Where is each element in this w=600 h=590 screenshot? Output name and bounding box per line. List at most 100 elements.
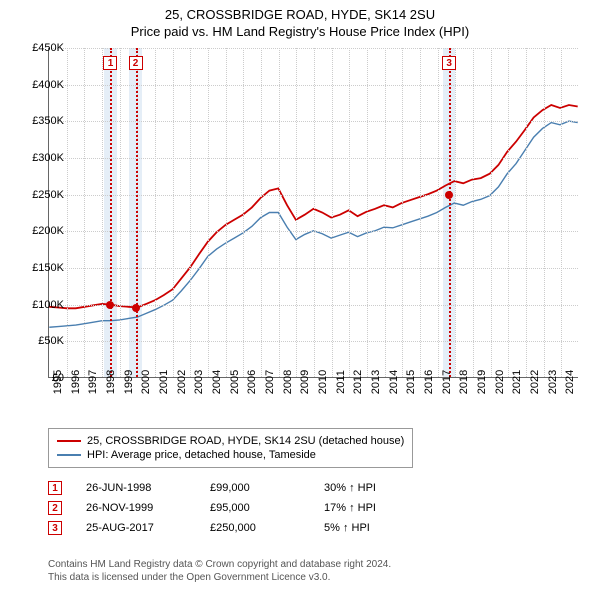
legend: 25, CROSSBRIDGE ROAD, HYDE, SK14 2SU (de…: [48, 428, 413, 468]
sale-point: [132, 304, 140, 312]
sale-index-badge: 3: [48, 521, 62, 535]
gridline-v: [208, 48, 209, 377]
sale-change: 5% ↑ HPI: [324, 522, 414, 534]
sale-change: 17% ↑ HPI: [324, 502, 414, 514]
sales-table: 1 26-JUN-1998 £99,000 30% ↑ HPI 2 26-NOV-1999…: [48, 478, 414, 538]
footer-line: Contains HM Land Registry data © Crown c…: [48, 558, 391, 571]
gridline-v: [438, 48, 439, 377]
chart-subtitle: Price paid vs. HM Land Registry's House …: [0, 24, 600, 43]
x-axis-label: 2001: [158, 370, 170, 394]
x-axis-label: 2021: [511, 370, 523, 394]
gridline-v: [402, 48, 403, 377]
gridline-v: [349, 48, 350, 377]
legend-item: 25, CROSSBRIDGE ROAD, HYDE, SK14 2SU (de…: [57, 434, 404, 448]
x-axis-label: 2009: [299, 370, 311, 394]
x-axis-label: 2005: [229, 370, 241, 394]
x-axis-label: 2022: [529, 370, 541, 394]
sale-price: £250,000: [210, 522, 300, 534]
x-axis-label: 2018: [458, 370, 470, 394]
y-axis-label: £250K: [14, 189, 64, 201]
sale-reference-line: [449, 48, 451, 377]
x-axis-label: 2008: [282, 370, 294, 394]
x-axis-label: 2010: [317, 370, 329, 394]
x-axis-label: 2014: [388, 370, 400, 394]
x-axis-label: 2020: [494, 370, 506, 394]
legend-label: HPI: Average price, detached house, Tame…: [87, 449, 316, 461]
x-axis-label: 2003: [193, 370, 205, 394]
gridline-v: [190, 48, 191, 377]
sale-date: 26-JUN-1998: [86, 482, 186, 494]
gridline-v: [120, 48, 121, 377]
plot-area: 12 3: [48, 48, 578, 378]
sale-price: £95,000: [210, 502, 300, 514]
gridline-v: [526, 48, 527, 377]
sale-marker: 2: [129, 56, 143, 70]
x-axis-label: 2002: [176, 370, 188, 394]
sales-row: 2 26-NOV-1999 £95,000 17% ↑ HPI: [48, 498, 414, 518]
gridline-v: [173, 48, 174, 377]
gridline-v: [367, 48, 368, 377]
y-axis-label: £50K: [14, 335, 64, 347]
gridline-v: [279, 48, 280, 377]
gridline-v: [561, 48, 562, 377]
legend-swatch: [57, 440, 81, 442]
sale-marker: 1: [103, 56, 117, 70]
gridline-v: [84, 48, 85, 377]
gridline-v: [243, 48, 244, 377]
sale-date: 25-AUG-2017: [86, 522, 186, 534]
x-axis-label: 2012: [352, 370, 364, 394]
x-axis-label: 2007: [264, 370, 276, 394]
y-axis-label: £100K: [14, 299, 64, 311]
gridline-v: [385, 48, 386, 377]
gridline-v: [420, 48, 421, 377]
legend-item: HPI: Average price, detached house, Tame…: [57, 448, 404, 462]
x-axis-label: 2024: [564, 370, 576, 394]
x-axis-label: 2006: [246, 370, 258, 394]
sale-price: £99,000: [210, 482, 300, 494]
gridline-v: [314, 48, 315, 377]
x-axis-label: 1995: [52, 370, 64, 394]
sale-index-badge: 2: [48, 501, 62, 515]
sales-row: 1 26-JUN-1998 £99,000 30% ↑ HPI: [48, 478, 414, 498]
gridline-v: [155, 48, 156, 377]
sales-row: 3 25-AUG-2017 £250,000 5% ↑ HPI: [48, 518, 414, 538]
gridline-v: [67, 48, 68, 377]
sale-change: 30% ↑ HPI: [324, 482, 414, 494]
x-axis-label: 1998: [105, 370, 117, 394]
sale-reference-line: [110, 48, 112, 377]
x-axis-label: 2000: [140, 370, 152, 394]
sale-marker: 3: [442, 56, 456, 70]
y-axis-label: £450K: [14, 42, 64, 54]
x-axis-label: 1996: [70, 370, 82, 394]
sale-reference-line: [136, 48, 138, 377]
sale-point: [445, 191, 453, 199]
x-axis-label: 1999: [123, 370, 135, 394]
y-axis-label: £350K: [14, 115, 64, 127]
x-axis-label: 2013: [370, 370, 382, 394]
gridline-v: [473, 48, 474, 377]
x-axis-label: 2015: [405, 370, 417, 394]
x-axis-label: 2016: [423, 370, 435, 394]
gridline-v: [296, 48, 297, 377]
footer-line: This data is licensed under the Open Gov…: [48, 571, 391, 584]
gridline-v: [491, 48, 492, 377]
chart-title: 25, CROSSBRIDGE ROAD, HYDE, SK14 2SU: [0, 0, 600, 24]
x-axis-label: 2019: [476, 370, 488, 394]
gridline-v: [544, 48, 545, 377]
gridline-v: [261, 48, 262, 377]
y-axis-label: £200K: [14, 225, 64, 237]
y-axis-label: £150K: [14, 262, 64, 274]
x-axis-label: 2011: [335, 370, 347, 394]
y-axis-label: £400K: [14, 79, 64, 91]
gridline-v: [455, 48, 456, 377]
gridline-v: [226, 48, 227, 377]
sale-date: 26-NOV-1999: [86, 502, 186, 514]
x-axis-label: 1997: [87, 370, 99, 394]
legend-swatch: [57, 454, 81, 456]
sale-point: [106, 301, 114, 309]
y-axis-label: £300K: [14, 152, 64, 164]
gridline-v: [508, 48, 509, 377]
x-axis-label: 2017: [441, 370, 453, 394]
attribution-footer: Contains HM Land Registry data © Crown c…: [48, 558, 391, 584]
sale-index-badge: 1: [48, 481, 62, 495]
